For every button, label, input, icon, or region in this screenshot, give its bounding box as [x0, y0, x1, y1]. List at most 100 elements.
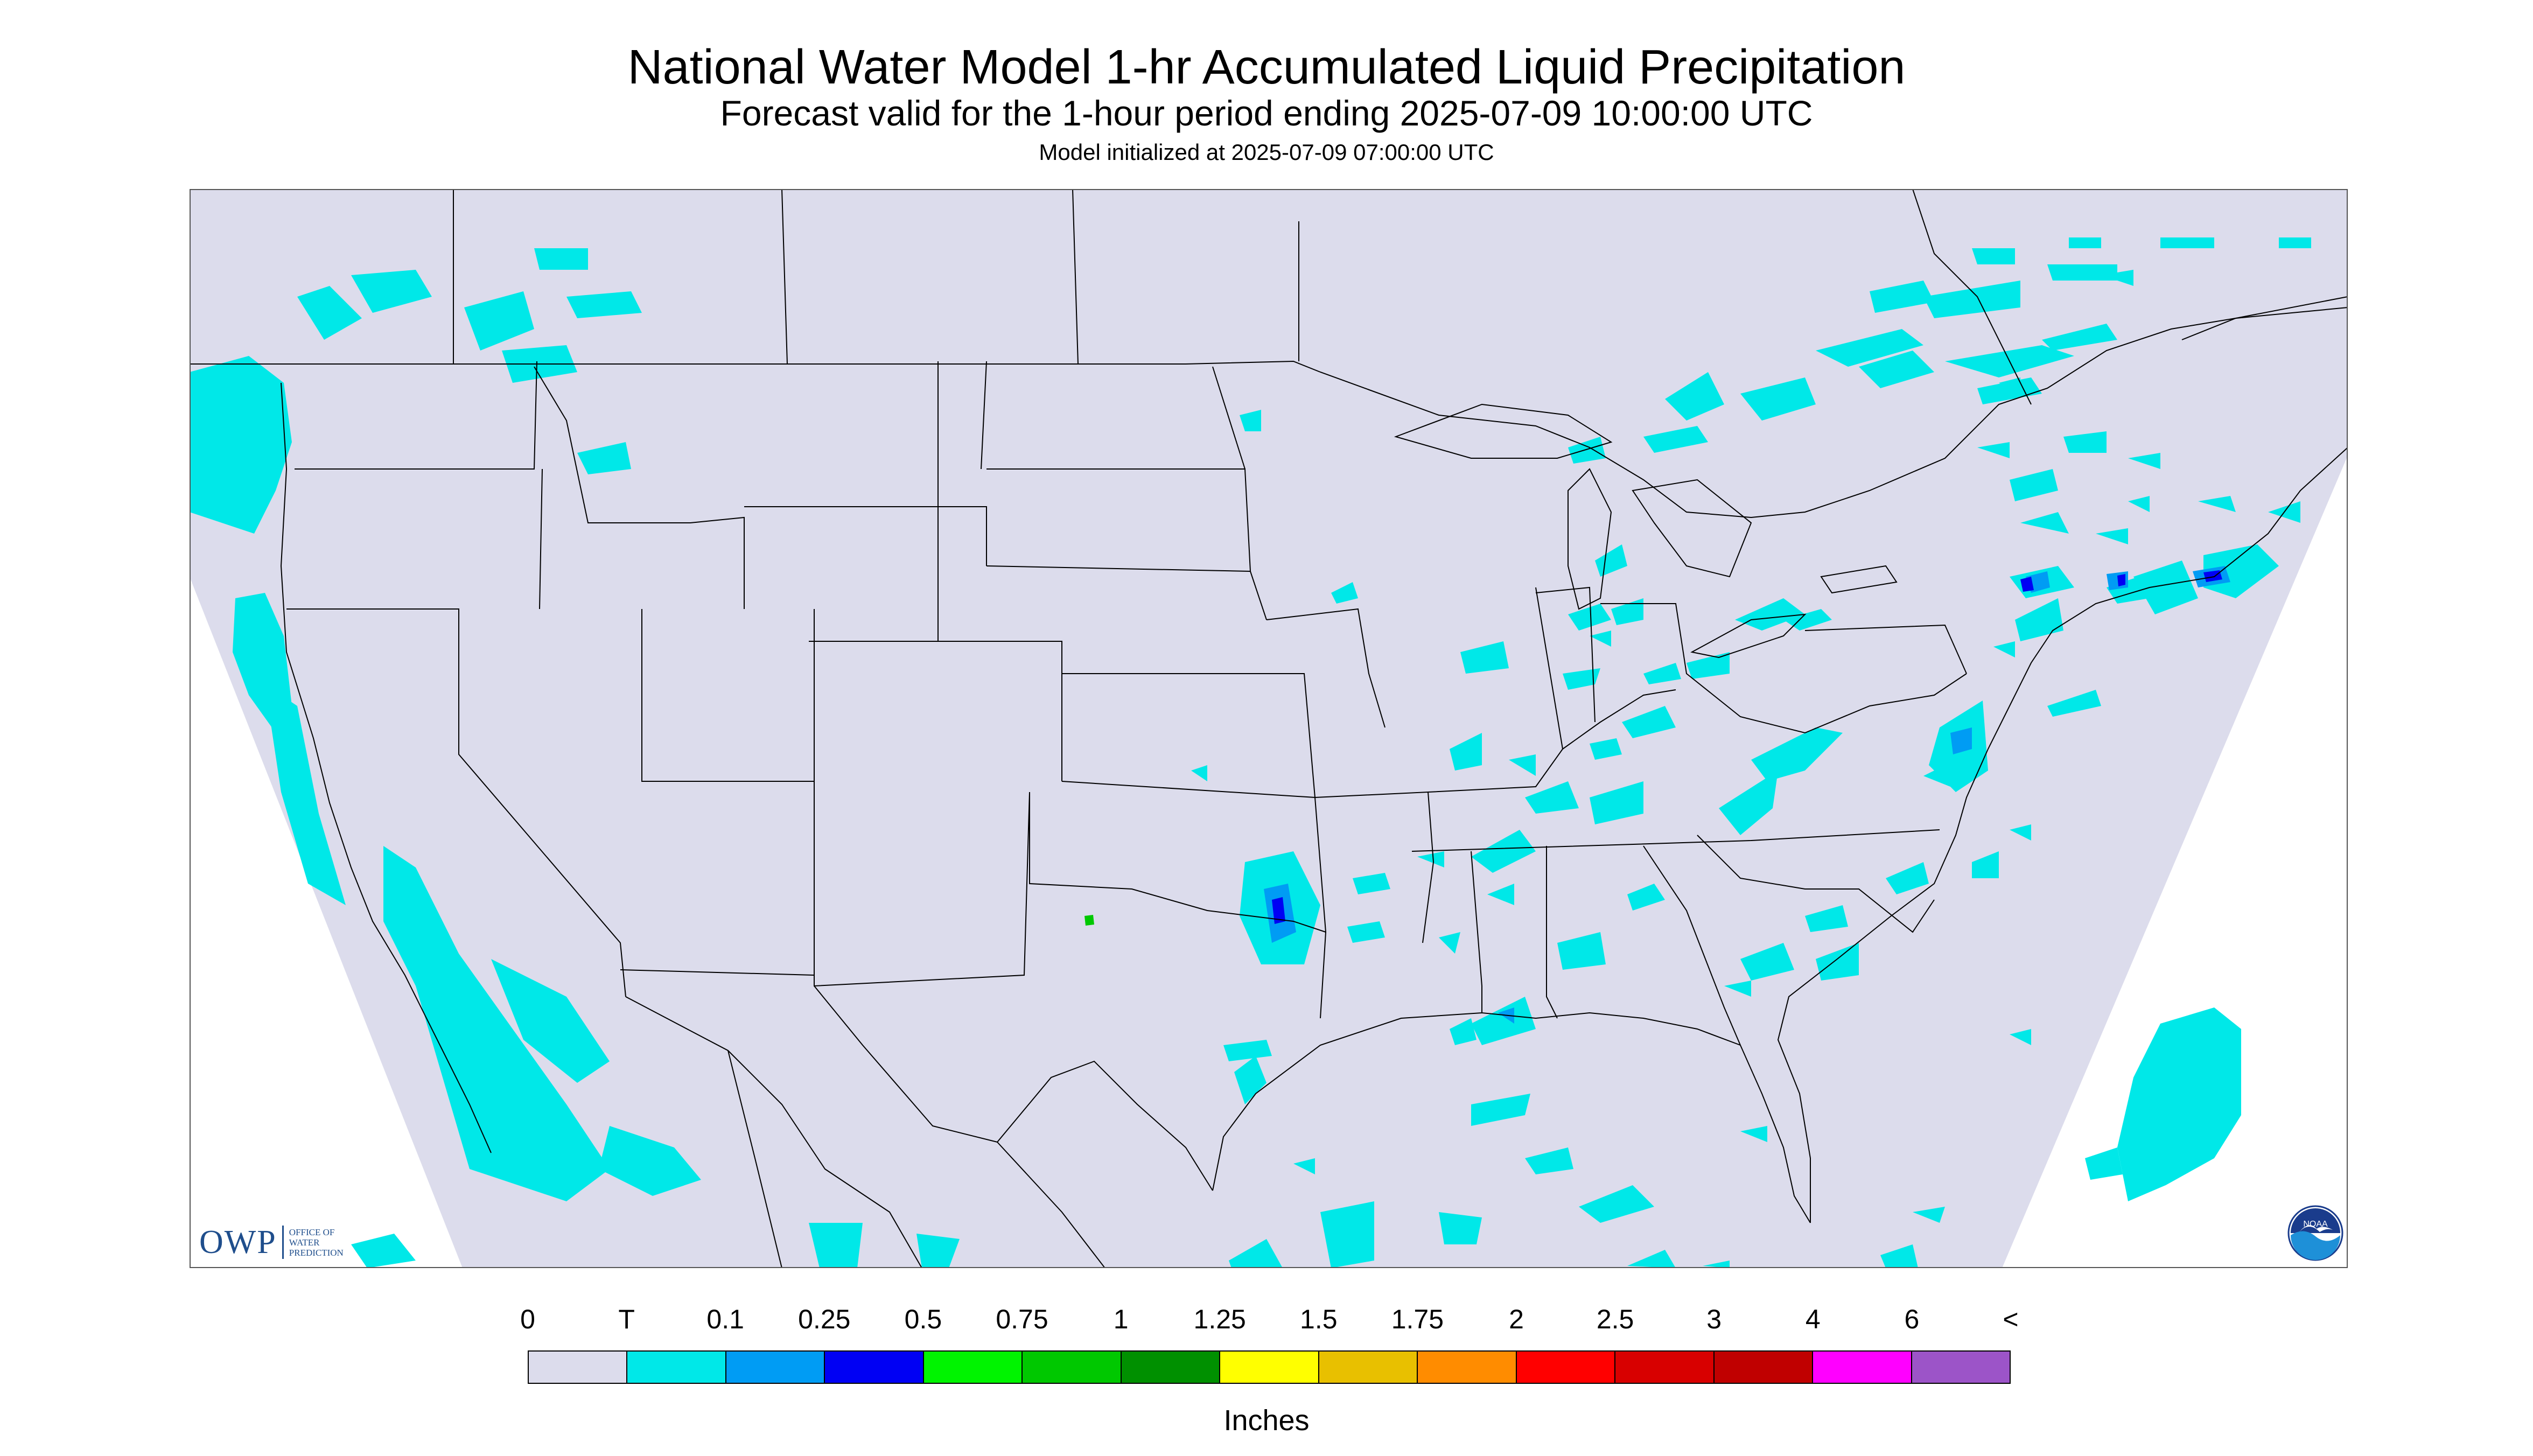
- precip-area: [916, 1234, 960, 1268]
- precip-area: [2010, 469, 2058, 501]
- precip-area: [1557, 932, 1606, 970]
- map-subtitle: Forecast valid for the 1-hour period end…: [720, 93, 1813, 133]
- precip-area: [2042, 324, 2117, 351]
- state-border: [1029, 792, 1326, 933]
- precip-area: [2133, 561, 2198, 614]
- owp-logo-divider: [282, 1226, 284, 1259]
- precip-area: [1703, 1261, 1730, 1268]
- canada-province-line: [2181, 296, 2348, 340]
- noaa-logo-text: NOAA: [2303, 1220, 2328, 1229]
- state-border: [1320, 932, 1326, 1019]
- precip-area: [2160, 237, 2214, 248]
- precip-area: [1525, 781, 1579, 814]
- precip-area: [1611, 598, 1643, 625]
- precip-area: [2047, 264, 2117, 281]
- precip-area: [2096, 528, 2128, 544]
- precip-area: [265, 684, 346, 905]
- precip-area: [2203, 544, 2279, 598]
- precip-area: [1687, 652, 1730, 679]
- precip-area: [2117, 574, 2125, 586]
- legend-swatch: [1120, 1350, 1221, 1384]
- gulf-coastline: [1212, 1012, 1811, 1223]
- precip-area: [1590, 781, 1643, 824]
- precip-area: [2203, 570, 2222, 582]
- precip-area: [1439, 1212, 1482, 1244]
- precip-area: [1740, 377, 1816, 421]
- legend-colorbar: [528, 1350, 2011, 1384]
- lake-erie: [1690, 613, 1807, 659]
- canada-province-line: [781, 189, 788, 365]
- precip-area: [1993, 641, 2015, 657]
- precip-area: [1471, 830, 1536, 873]
- precip-area: [2020, 577, 2034, 592]
- noaa-logo-wave: [2291, 1231, 2340, 1260]
- precip-area: [1417, 851, 1444, 867]
- precip-area: [1234, 1056, 1266, 1104]
- owp-logo: OWP OFFICE OF WATER PREDICTION: [199, 1223, 344, 1261]
- state-border: [1546, 846, 1558, 1019]
- precip-area: [1320, 1201, 1374, 1268]
- precip-area: [1525, 1147, 1573, 1174]
- owp-logo-line: OFFICE OF: [289, 1227, 335, 1237]
- legend-swatch: [725, 1350, 825, 1384]
- precip-area: [1816, 329, 1923, 367]
- precip-area: [1590, 738, 1622, 760]
- legend-swatch: [1318, 1350, 1418, 1384]
- state-border: [1471, 851, 1482, 1013]
- canada-province-line: [1912, 189, 2032, 405]
- legend-label: 2.5: [1596, 1304, 1634, 1334]
- state-border: [1804, 624, 1967, 674]
- noaa-logo-sky: [2291, 1208, 2340, 1233]
- precip-area: [1084, 915, 1094, 926]
- precip-area: [1740, 1126, 1767, 1142]
- noaa-logo-gull: [2299, 1225, 2333, 1232]
- model-domain: [190, 189, 2348, 1268]
- precip-area: [1913, 1207, 1945, 1223]
- state-border: [539, 468, 543, 610]
- precip-area: [297, 286, 362, 340]
- precip-area: [577, 442, 631, 474]
- precip-area: [1999, 377, 2020, 394]
- precip-blue-areas: [1272, 570, 2222, 924]
- state-border: [620, 969, 815, 976]
- lake-michigan: [1568, 468, 1612, 610]
- precip-area: [1805, 905, 1848, 932]
- mexico-border-line: [727, 1050, 782, 1268]
- precip-area: [1568, 437, 1606, 464]
- state-border: [1697, 835, 1935, 933]
- legend-label: 4: [1805, 1304, 1821, 1334]
- precip-area: [351, 1234, 416, 1268]
- precip-area: [1347, 921, 1385, 943]
- canada-province-line: [1072, 189, 1079, 365]
- legend-label: 1.25: [1193, 1304, 1246, 1334]
- precip-area: [2069, 237, 2101, 248]
- precip-area: [1622, 706, 1676, 738]
- precip-area: [491, 959, 610, 1083]
- legend-label: 3: [1706, 1304, 1722, 1334]
- state-border: [1062, 673, 1316, 798]
- precip-area: [1972, 248, 2015, 264]
- noaa-logo: NOAA: [2287, 1205, 2343, 1261]
- state-border: [1266, 608, 1386, 728]
- precip-area: [1460, 641, 1509, 674]
- precip-area: [1816, 943, 1859, 981]
- map-border: [190, 189, 2348, 1268]
- legend-swatch: [824, 1350, 924, 1384]
- legend-labels: 0 T 0.1 0.25 0.5 0.75 1 1.25 1.5 1.75 2 2.5 3 4 6 <: [0, 1303, 2533, 1341]
- precip-area: [1509, 754, 1536, 776]
- precip-area: [2015, 598, 2063, 641]
- legend-label: 1: [1113, 1304, 1129, 1334]
- legend-swatch: [1417, 1350, 1517, 1384]
- state-border: [1600, 603, 1967, 734]
- precip-area: [1751, 727, 1843, 781]
- owp-logo-line: PREDICTION: [289, 1247, 344, 1258]
- atlantic-coastline: [1777, 447, 2348, 1223]
- legend-swatch: [626, 1350, 726, 1384]
- map-title: National Water Model 1-hr Accumulated Li…: [627, 40, 1906, 94]
- precip-area: [2020, 512, 2069, 534]
- pacific-coastline: [280, 382, 492, 1153]
- mexico-border-line: [625, 996, 922, 1268]
- precipitation-map: [190, 189, 2348, 1268]
- state-border: [534, 366, 745, 609]
- precip-area: [1880, 1244, 1918, 1268]
